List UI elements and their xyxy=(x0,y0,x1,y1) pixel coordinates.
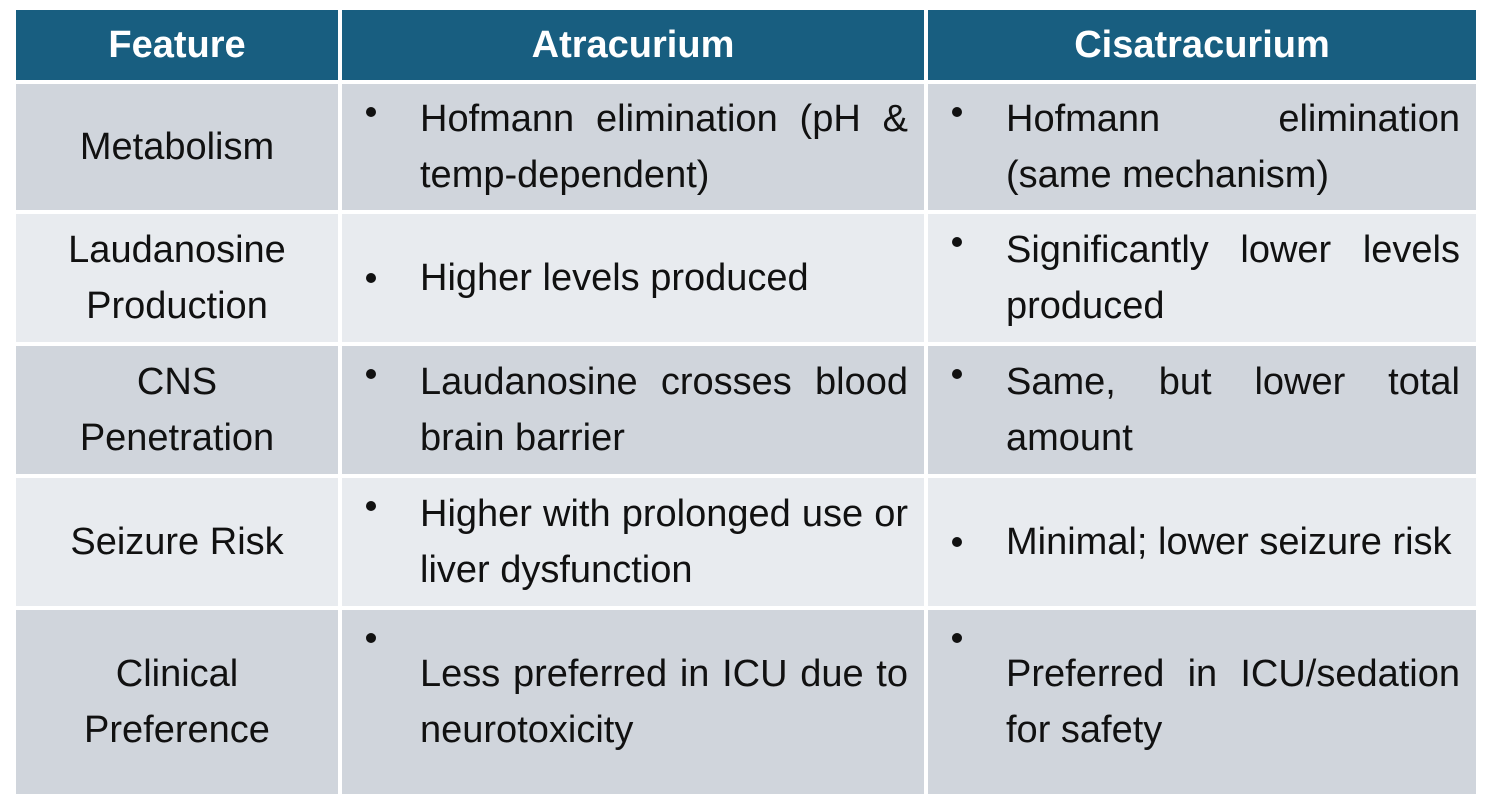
cell-text: Laudanosine crosses blood brain barrier xyxy=(420,361,908,459)
cell-text: Hofmann elimination (same mechanism) xyxy=(1006,98,1460,196)
feature-cell: Metabolism xyxy=(16,84,338,210)
bullet xyxy=(952,369,962,379)
bullet xyxy=(366,273,376,283)
data-cell: Higher with prolonged use or liver dysfu… xyxy=(342,478,924,606)
header-cell: Feature xyxy=(16,10,338,80)
bullet xyxy=(366,633,376,643)
cell-text: Significantly lower levels produced xyxy=(1006,229,1460,327)
cell-text: Minimal; lower seizure risk xyxy=(1006,521,1452,563)
feature-cell: Seizure Risk xyxy=(16,478,338,606)
bullet xyxy=(366,501,376,511)
bullet xyxy=(952,237,962,247)
data-cell: Significantly lower levels produced xyxy=(928,214,1476,342)
bullet xyxy=(952,107,962,117)
feature-cell: Clinical Preference xyxy=(16,610,338,794)
bullet xyxy=(952,537,962,547)
cell-text: Same, but lower total amount xyxy=(1006,361,1460,459)
comparison-table: Feature Atracurium Cisatracurium Metabolism… xyxy=(16,10,1476,794)
feature-cell: Laudanosine Production xyxy=(16,214,338,342)
data-cell: Less preferred in ICU due to neurotoxici… xyxy=(342,610,924,794)
data-cell: Laudanosine crosses blood brain barrier xyxy=(342,346,924,474)
data-cell: Hofmann elimination (pH & temp-dependent… xyxy=(342,84,924,210)
cell-text: Less preferred in ICU due to neurotoxici… xyxy=(420,653,908,751)
cell-text: Hofmann elimination (pH & temp-dependent… xyxy=(420,98,908,196)
data-cell: Higher levels produced xyxy=(342,214,924,342)
bullet xyxy=(952,633,962,643)
bullet xyxy=(366,107,376,117)
data-cell: Minimal; lower seizure risk xyxy=(928,478,1476,606)
feature-cell: CNS Penetration xyxy=(16,346,338,474)
data-cell: Preferred in ICU/sedation for safety xyxy=(928,610,1476,794)
cell-text: Higher levels produced xyxy=(420,257,809,299)
bullet xyxy=(366,369,376,379)
header-cell: Atracurium xyxy=(342,10,924,80)
data-cell: Same, but lower total amount xyxy=(928,346,1476,474)
data-cell: Hofmann elimination (same mechanism) xyxy=(928,84,1476,210)
cell-text: Higher with prolonged use or liver dysfu… xyxy=(420,493,908,591)
header-cell: Cisatracurium xyxy=(928,10,1476,80)
cell-text: Preferred in ICU/sedation for safety xyxy=(1006,653,1460,751)
